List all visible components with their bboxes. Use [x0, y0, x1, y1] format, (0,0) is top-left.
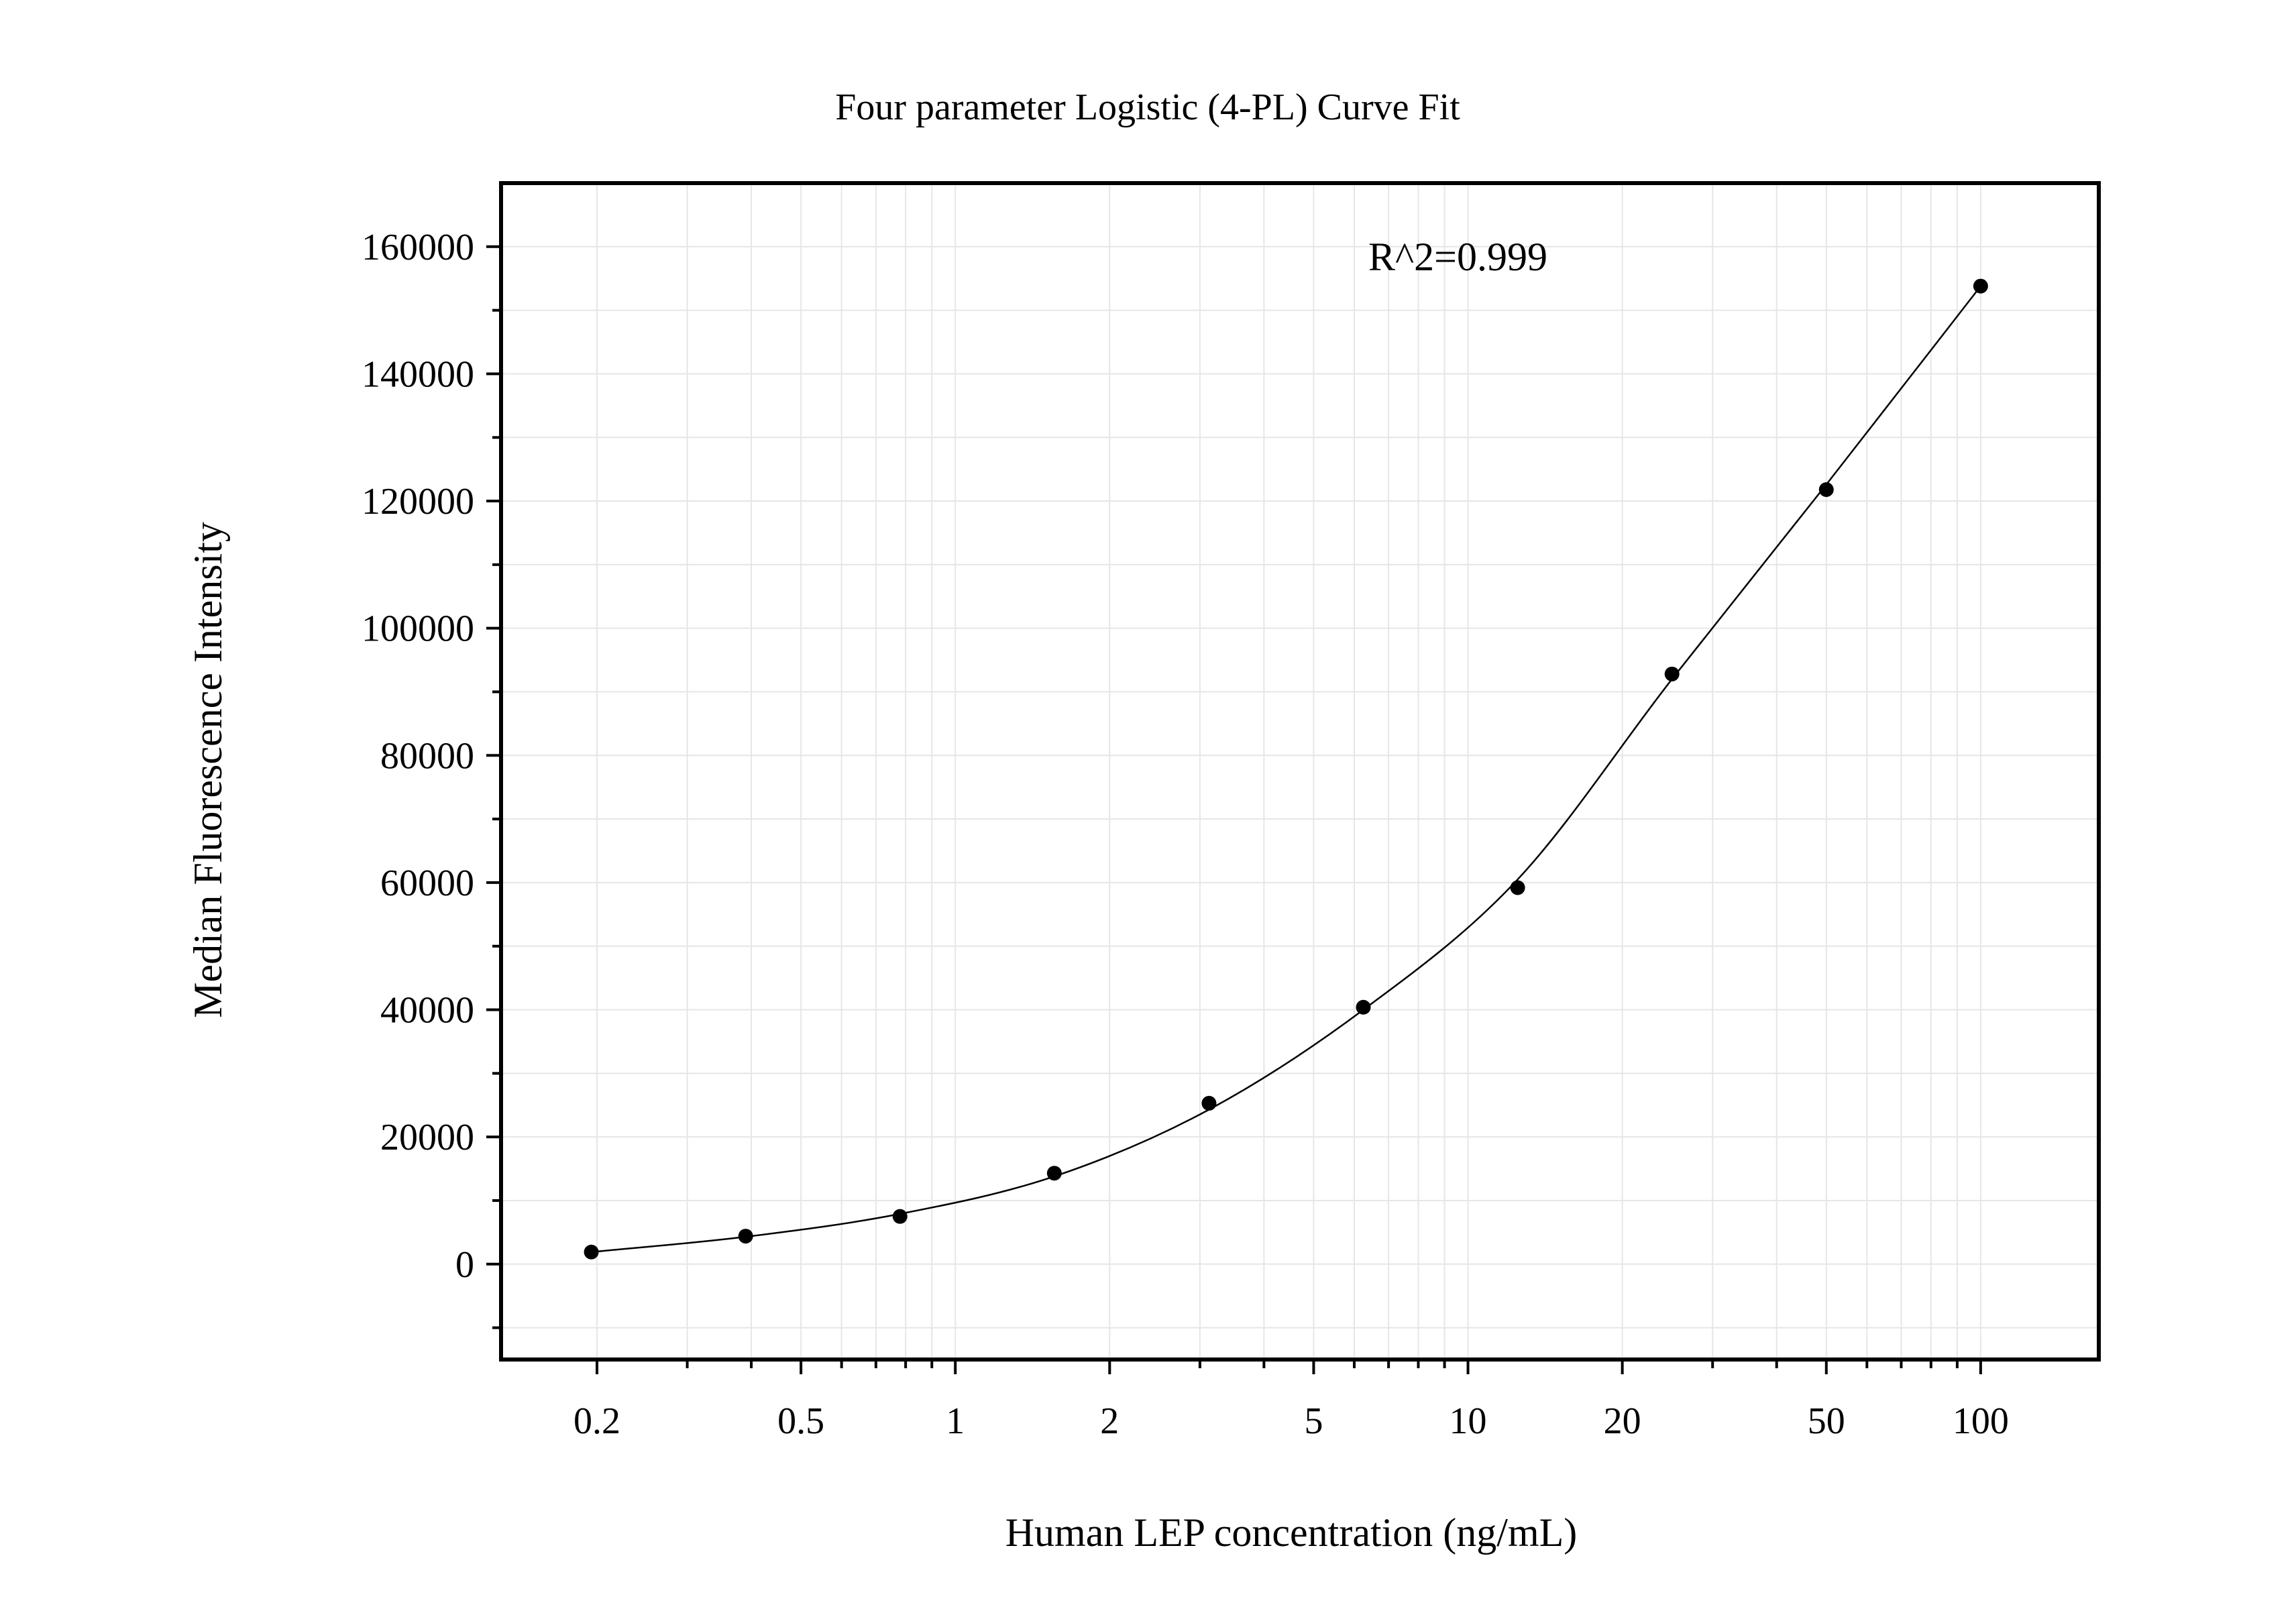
y-tick-label: 100000	[362, 608, 474, 650]
x-tick-label: 10	[1450, 1400, 1487, 1442]
data-point	[738, 1229, 753, 1244]
y-tick-label: 160000	[362, 227, 474, 268]
data-point	[1510, 880, 1525, 895]
x-tick-label: 20	[1604, 1400, 1641, 1442]
grid-lines	[501, 183, 2099, 1360]
data-point	[1818, 482, 1834, 497]
x-tick-label: 2	[1100, 1400, 1119, 1442]
x-axis-label: Human LEP concentration (ng/mL)	[1005, 1510, 1578, 1555]
x-tick-label: 0.5	[777, 1400, 824, 1442]
data-point	[1973, 278, 1988, 294]
x-tick-labels: 0.2 0.5 1 2 5 10 20 50 100	[573, 1400, 2009, 1442]
y-tick-label: 140000	[362, 353, 474, 395]
data-point	[892, 1209, 908, 1224]
y-tick-label: 0	[455, 1244, 474, 1286]
x-tick-label: 5	[1304, 1400, 1323, 1442]
plot-frame	[499, 181, 2101, 1362]
data-point	[1664, 666, 1680, 681]
fit-curve-line	[591, 285, 1981, 1254]
y-axis-label: Median Fluorescence Intensity	[186, 522, 230, 1018]
major-ticks	[486, 245, 1982, 1374]
data-points	[584, 278, 1988, 1260]
x-tick-label: 50	[1808, 1400, 1845, 1442]
x-tick-label: 100	[1953, 1400, 2009, 1442]
y-tick-label: 120000	[362, 481, 474, 522]
x-tick-label: 1	[946, 1400, 965, 1442]
data-point	[584, 1244, 599, 1260]
r-squared-annotation: R^2=0.999	[1368, 235, 1547, 279]
y-tick-labels: 0 20000 40000 60000 80000 100000 120000 140000 1…	[362, 227, 474, 1286]
data-point	[1046, 1166, 1062, 1181]
chart-title: Four parameter Logistic (4-PL) Curve Fit	[835, 87, 1460, 128]
data-point	[1356, 999, 1371, 1015]
data-point	[1201, 1095, 1217, 1111]
y-tick-label: 80000	[380, 735, 474, 777]
x-tick-label: 0.2	[573, 1400, 620, 1442]
y-tick-label: 20000	[380, 1117, 474, 1158]
y-tick-label: 60000	[380, 863, 474, 904]
y-tick-label: 40000	[380, 990, 474, 1032]
